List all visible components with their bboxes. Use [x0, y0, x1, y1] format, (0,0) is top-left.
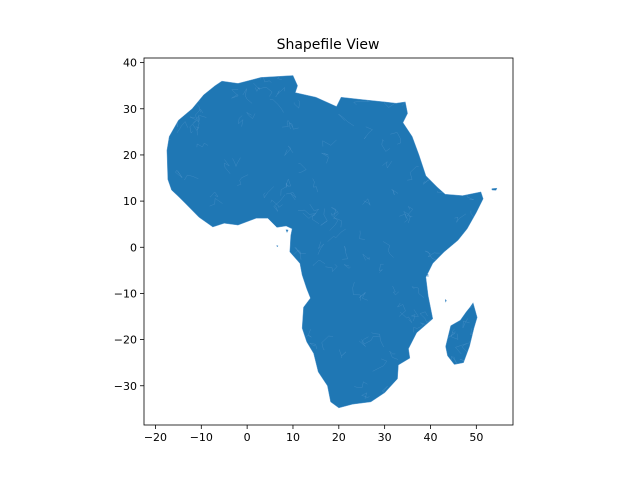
y-tick-label: 20	[123, 149, 137, 162]
feature-comoros	[444, 298, 447, 303]
y-tick-label: 10	[123, 195, 137, 208]
axis-ticks: −20 −10 0 10 20 30 40 50 −30 −20 −10 0 10 20 30 40	[114, 57, 484, 444]
feature-madagascar	[445, 302, 478, 365]
chart-title: Shapefile View	[277, 37, 380, 53]
y-tick-label: −30	[114, 380, 137, 393]
y-tick-label: 0	[130, 241, 137, 254]
feature-bioko	[285, 229, 289, 234]
x-tick-label: 50	[469, 431, 483, 444]
feature-sao-tome	[276, 245, 279, 248]
feature-zanzibar	[426, 273, 429, 278]
x-tick-label: 10	[286, 431, 300, 444]
plot-frame	[143, 57, 514, 426]
x-tick-label: 40	[423, 431, 437, 444]
y-tick-label: −10	[114, 287, 137, 300]
y-tick-label: −20	[114, 334, 137, 347]
x-tick-label: −20	[144, 431, 167, 444]
x-tick-label: −10	[190, 431, 213, 444]
x-tick-label: 0	[244, 431, 251, 444]
x-tick-label: 20	[332, 431, 346, 444]
x-tick-label: 30	[378, 431, 392, 444]
y-tick-label: 30	[123, 103, 137, 116]
y-tick-label: 40	[123, 57, 137, 70]
feature-socotra	[491, 187, 498, 191]
